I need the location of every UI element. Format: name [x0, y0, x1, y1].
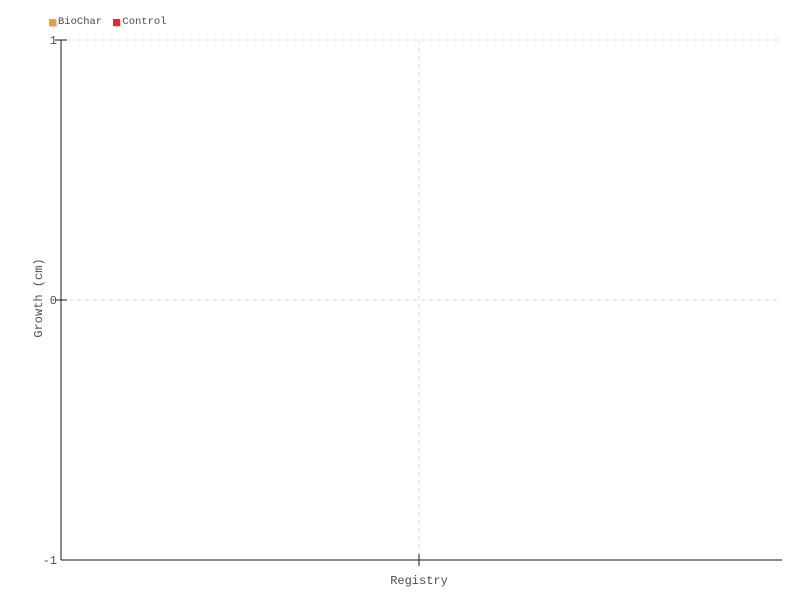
svg-text:Registry: Registry — [390, 574, 448, 588]
svg-text:1: 1 — [50, 34, 57, 48]
svg-text:-1: -1 — [43, 554, 57, 568]
svg-text:0: 0 — [50, 294, 57, 308]
svg-text:Growth (cm): Growth (cm) — [32, 258, 46, 337]
